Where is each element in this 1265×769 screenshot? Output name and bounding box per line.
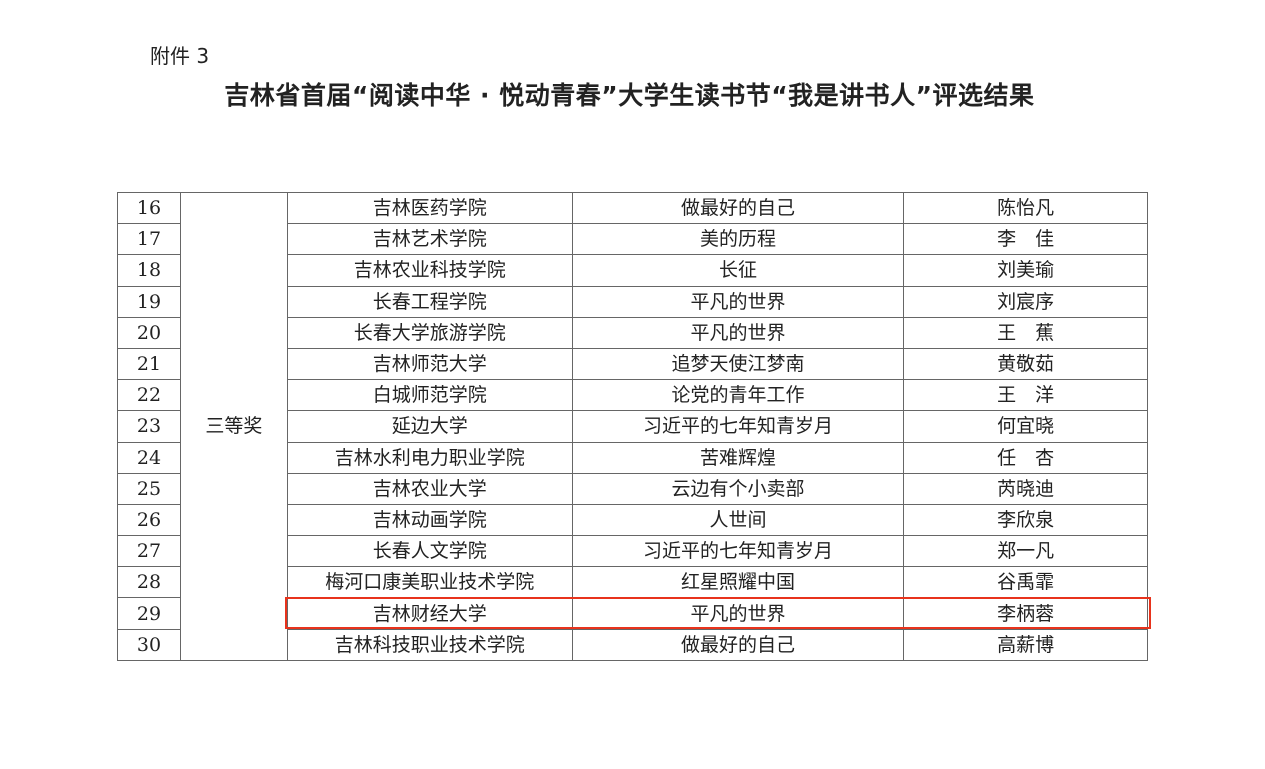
highlight-box [285, 597, 1151, 629]
school-cell: 吉林财经大学 [286, 597, 573, 630]
row-number: 30 [117, 628, 181, 661]
school-cell: 吉林水利电力职业学院 [286, 441, 573, 474]
book-cell: 习近平的七年知青岁月 [571, 535, 905, 568]
row-number: 20 [117, 316, 181, 349]
school-cell: 吉林艺术学院 [286, 223, 573, 256]
book-cell: 云边有个小卖部 [571, 472, 905, 505]
name-cell: 高薪博 [903, 628, 1148, 661]
school-cell: 长春人文学院 [286, 535, 573, 568]
row-number: 18 [117, 254, 181, 287]
row-number: 24 [117, 441, 181, 474]
book-cell: 平凡的世界 [571, 285, 905, 318]
table-row: 30 吉林科技职业技术学院 做最好的自己 高薪博 [117, 628, 1148, 661]
table-row: 27 长春人文学院 习近平的七年知青岁月 郑一凡 [117, 535, 1148, 568]
row-number: 27 [117, 535, 181, 568]
row-number: 22 [117, 379, 181, 412]
name-cell: 何宜晓 [903, 410, 1148, 443]
table-row: 17 吉林艺术学院 美的历程李 佳 [117, 223, 1148, 256]
school-cell: 吉林科技职业技术学院 [286, 628, 573, 661]
name-cell: 王 蕉 [903, 316, 1148, 349]
school-cell: 长春工程学院 [286, 285, 573, 318]
row-number: 28 [117, 566, 181, 599]
school-cell: 吉林医药学院 [286, 191, 573, 225]
name-cell: 黄敬茹 [903, 347, 1148, 381]
school-cell: 吉林师范大学 [286, 347, 573, 381]
book-cell: 论党的青年工作 [571, 379, 905, 412]
name-cell: 李 佳 [903, 223, 1148, 256]
table-row-highlighted: 29 吉林财经大学 平凡的世界 李柄蓉 [117, 597, 1148, 630]
table-row: 21 吉林师范大学 追梦天使江梦南 黄敬茹 [117, 347, 1148, 381]
award-level-cell: 三等奖 [179, 192, 288, 661]
name-cell: 任 杏 [903, 441, 1148, 474]
book-cell: 做最好的自己 [571, 628, 905, 661]
table-row: 23 延边大学 习近平的七年知青岁月 何宜晓 [117, 410, 1148, 443]
school-cell: 长春大学旅游学院 [286, 316, 573, 349]
school-cell: 吉林农业科技学院 [286, 254, 573, 287]
table-row: 16 三等奖 吉林医药学院 做最好的自己 陈怡凡 [117, 191, 1148, 661]
row-number: 25 [117, 472, 181, 505]
book-cell: 人世间 [571, 503, 905, 537]
attachment-label: 附件 3 [150, 44, 210, 68]
name-cell: 李欣泉 [903, 503, 1148, 537]
title-text: 吉林省首届“阅读中华 · 悦动青春”大学生读书节“我是讲书人”评选结果 [224, 81, 1035, 110]
book-cell: 追梦天使江梦南 [571, 347, 905, 381]
school-cell: 梅河口康美职业技术学院 [286, 566, 573, 599]
school-cell: 白城师范学院 [286, 379, 573, 412]
name-cell: 芮晓迪 [903, 472, 1148, 505]
row-number: 23 [117, 410, 181, 443]
table-row: 19 长春工程学院 平凡的世界 刘宸序 [117, 285, 1148, 318]
table-row: 26 吉林动画学院 人世间 李欣泉 [117, 503, 1148, 537]
school-cell: 吉林农业大学 [286, 472, 573, 505]
results-table: 16 三等奖 吉林医药学院 做最好的自己 陈怡凡 17 吉林艺术学院 美的历程李 佳 18 吉林农… [117, 191, 1148, 661]
name-cell: 陈怡凡 [903, 191, 1148, 225]
row-number: 26 [117, 503, 181, 537]
book-cell: 做最好的自己 [571, 191, 905, 225]
name-cell: 郑一凡 [903, 535, 1148, 568]
row-number: 16 [117, 191, 181, 225]
name-cell: 刘宸序 [903, 285, 1148, 318]
table-row: 25 吉林农业大学 云边有个小卖部 芮晓迪 [117, 472, 1148, 505]
book-cell: 习近平的七年知青岁月 [571, 410, 905, 443]
table-row: 28 梅河口康美职业技术学院 红星照耀中国 谷禹霏 [117, 566, 1148, 599]
school-cell: 延边大学 [286, 410, 573, 443]
book-cell: 长征 [571, 254, 905, 287]
book-cell: 平凡的世界 [571, 316, 905, 349]
table-row: 24 吉林水利电力职业学院 苦难辉煌任 杏 [117, 441, 1148, 474]
row-number: 17 [117, 223, 181, 256]
table-row: 18 吉林农业科技学院 长征 刘美瑜 [117, 254, 1148, 287]
document-title: 吉林省首届“阅读中华 · 悦动青春”大学生读书节“我是讲书人”评选结果 [0, 76, 1265, 112]
name-cell: 王 洋 [903, 379, 1148, 412]
book-cell: 红星照耀中国 [571, 566, 905, 599]
row-number: 19 [117, 285, 181, 318]
book-cell: 美的历程 [571, 223, 905, 256]
book-cell: 苦难辉煌 [571, 441, 905, 474]
school-cell: 吉林动画学院 [286, 503, 573, 537]
row-number: 29 [117, 597, 181, 630]
name-cell: 刘美瑜 [903, 254, 1148, 287]
name-cell: 谷禹霏 [903, 566, 1148, 599]
row-number: 21 [117, 347, 181, 381]
